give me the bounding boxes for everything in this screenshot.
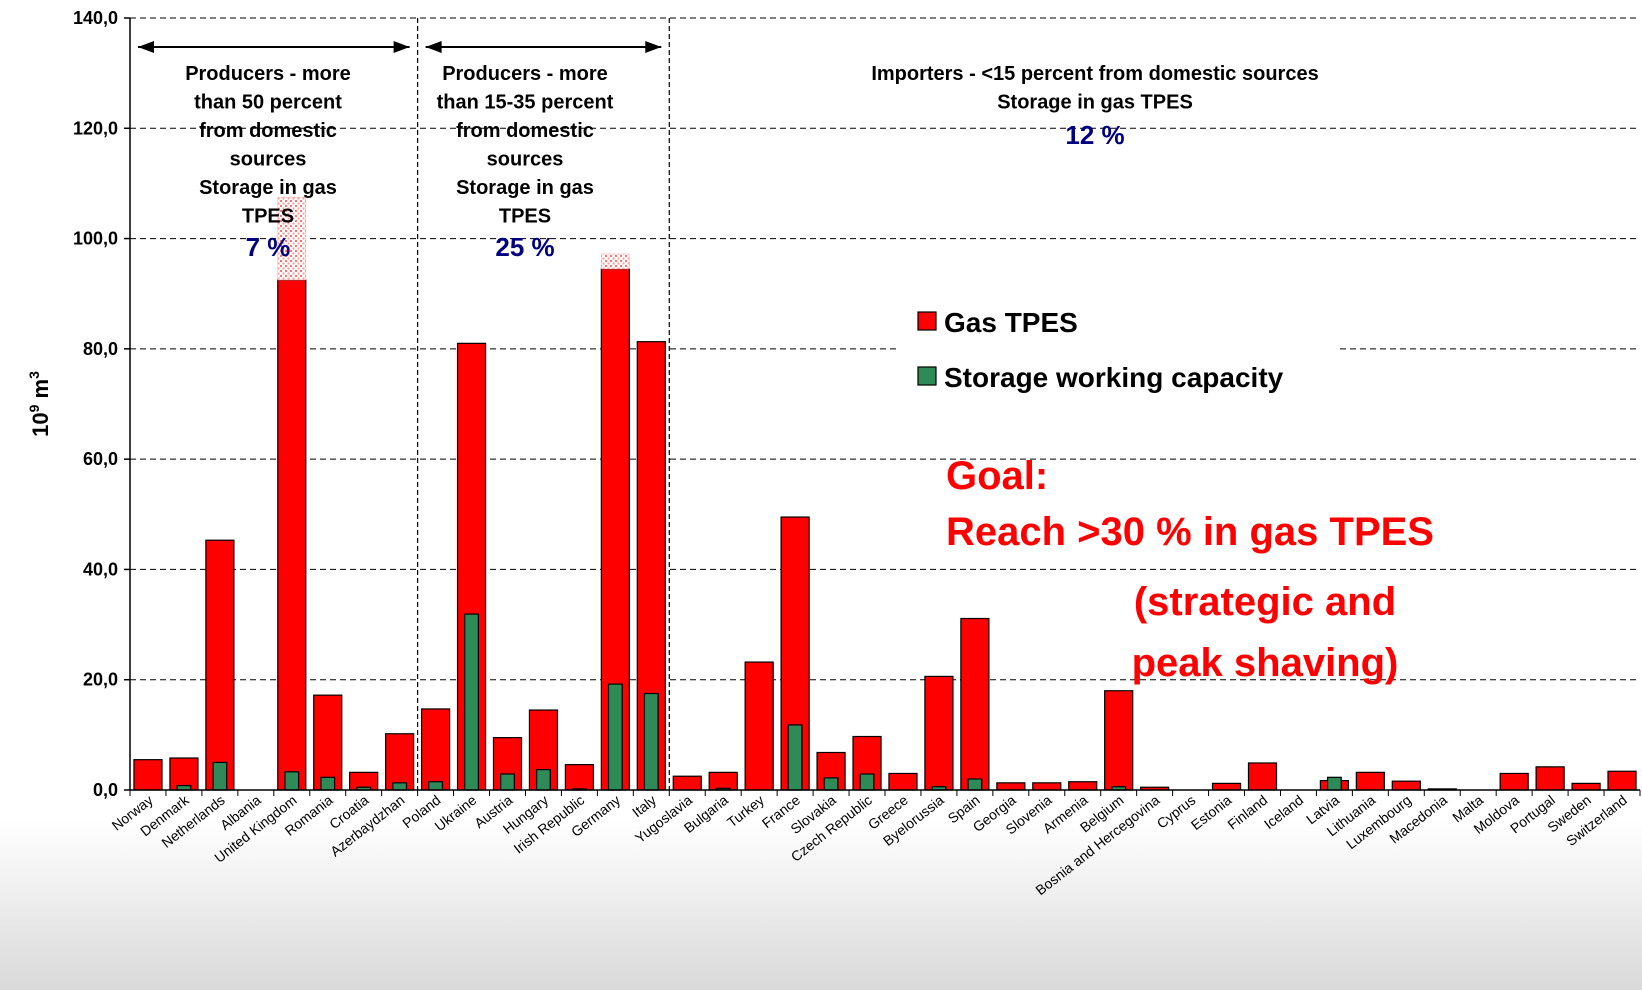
y-tick-label: 20,0 [83,670,118,690]
goal-annotation: Goal: Reach >30 % in gas TPES (strategic a… [946,454,1434,685]
bar-gas-tpes [600,268,630,791]
bar-storage-capacity [212,761,228,791]
axes [124,17,1641,796]
bar-storage-capacity [787,724,803,791]
bar-storage-capacity [607,683,623,791]
bar-storage-capacity [320,776,336,791]
bar-gas-tpes [960,617,990,791]
y-axis-label: 109 m3 [26,371,53,437]
y-tick-label: 120,0 [73,118,118,138]
group-label-line: Importers - <15 percent from domestic so… [871,63,1318,85]
goal-annotation-line: (strategic and [1134,580,1396,624]
bar-gas-tpes [385,733,415,791]
gridlines [130,17,1640,681]
group-label-line: from domestic [199,120,337,142]
y-tick-label: 0,0 [93,780,118,800]
bar-gas-tpes [1032,782,1062,791]
bar-gas-tpes [1355,771,1385,791]
group-label-line: TPES [242,206,294,228]
bar-storage-capacity [464,613,479,791]
group-label-line: Storage in gas [199,177,337,199]
bar-hatched-extension [601,253,630,270]
bar-gas-tpes [924,675,954,791]
group-storage-percent: 12 % [1065,120,1124,150]
bar-storage-capacity [643,692,659,791]
legend-background [896,300,1336,410]
goal-annotation-line: peak shaving) [1132,641,1399,685]
group-storage-percent: 25 % [495,232,554,262]
group-label-line: from domestic [456,120,594,142]
group-label-line: Producers - more [185,63,351,85]
group-label-line: Storage in gas [456,177,594,199]
bar-gas-tpes [1499,772,1529,791]
bar-gas-tpes [205,539,235,791]
y-tick-labels: 0,0 20,0 40,0 60,0 80,0 100,0 120,0 140,0 [73,8,118,800]
bar-gas-tpes [1211,782,1242,791]
goal-annotation-line: Reach >30 % in gas TPES [946,510,1434,554]
group-storage-percent: 7 % [246,232,291,262]
range-arrow-head-right [393,41,410,53]
bar-storage-capacity [823,777,839,791]
bar-gas-tpes [1571,782,1601,791]
legend-swatch [917,311,937,331]
bar-gas-tpes [888,772,918,791]
group-label-line: TPES [499,206,551,228]
bar-gas-tpes [1068,781,1098,791]
legend-label: Gas TPES [944,307,1078,338]
group-annotations: Producers - more than 50 percent from dome… [138,41,1319,262]
legend-swatch [917,366,937,386]
bar-gas-tpes [133,759,163,791]
bar-gas-tpes [1607,770,1637,791]
bar-storage-capacity [859,773,875,791]
y-tick-label: 100,0 [73,229,118,249]
bar-gas-tpes [672,775,702,791]
bar-storage-capacity [500,773,515,791]
y-tick-label: 80,0 [83,339,118,359]
y-tick-label: 40,0 [83,559,118,579]
range-arrow-head-right [645,41,662,53]
bar-gas-tpes [313,694,343,791]
bottom-fade-background [0,820,1642,990]
group-label-line: Producers - more [442,63,608,85]
y-tick-label: 140,0 [73,8,118,28]
range-arrow-head-left [138,41,154,53]
bar-gas-tpes [708,771,738,791]
bar-storage-capacity [1326,776,1342,791]
bar-gas-tpes [1104,690,1134,791]
goal-annotation-line: Goal: [946,454,1048,498]
group-label-line: Storage in gas TPES [997,92,1193,114]
group-label-line: than 15-35 percent [437,92,614,114]
bar-storage-capacity [536,768,551,791]
bar-gas-tpes [277,279,307,791]
legend-label: Storage working capacity [944,362,1284,393]
bar-storage-capacity [428,781,444,791]
bar-storage-capacity [392,782,408,791]
bar-gas-tpes [1247,762,1278,791]
range-arrow-head-left [425,41,442,53]
bar-storage-capacity [284,771,300,791]
bar-gas-tpes [420,708,451,791]
group-label-line: sources [230,149,307,171]
y-tick-label: 60,0 [83,449,118,469]
group-label-line: than 50 percent [194,92,342,114]
bar-gas-tpes [744,661,774,791]
legend: Gas TPES Storage working capacity [896,300,1336,410]
bar-hatched-extension [277,196,307,281]
bar-gas-tpes [564,764,595,791]
group-label-line: sources [487,149,564,171]
bar-gas-tpes [1535,766,1565,791]
bars [133,196,1637,791]
bar-gas-tpes [1391,780,1421,791]
group-separators [417,18,670,790]
y-axis-title: 109 m3 [26,371,53,437]
bar-gas-tpes [996,782,1026,791]
bar-storage-capacity [967,778,983,791]
